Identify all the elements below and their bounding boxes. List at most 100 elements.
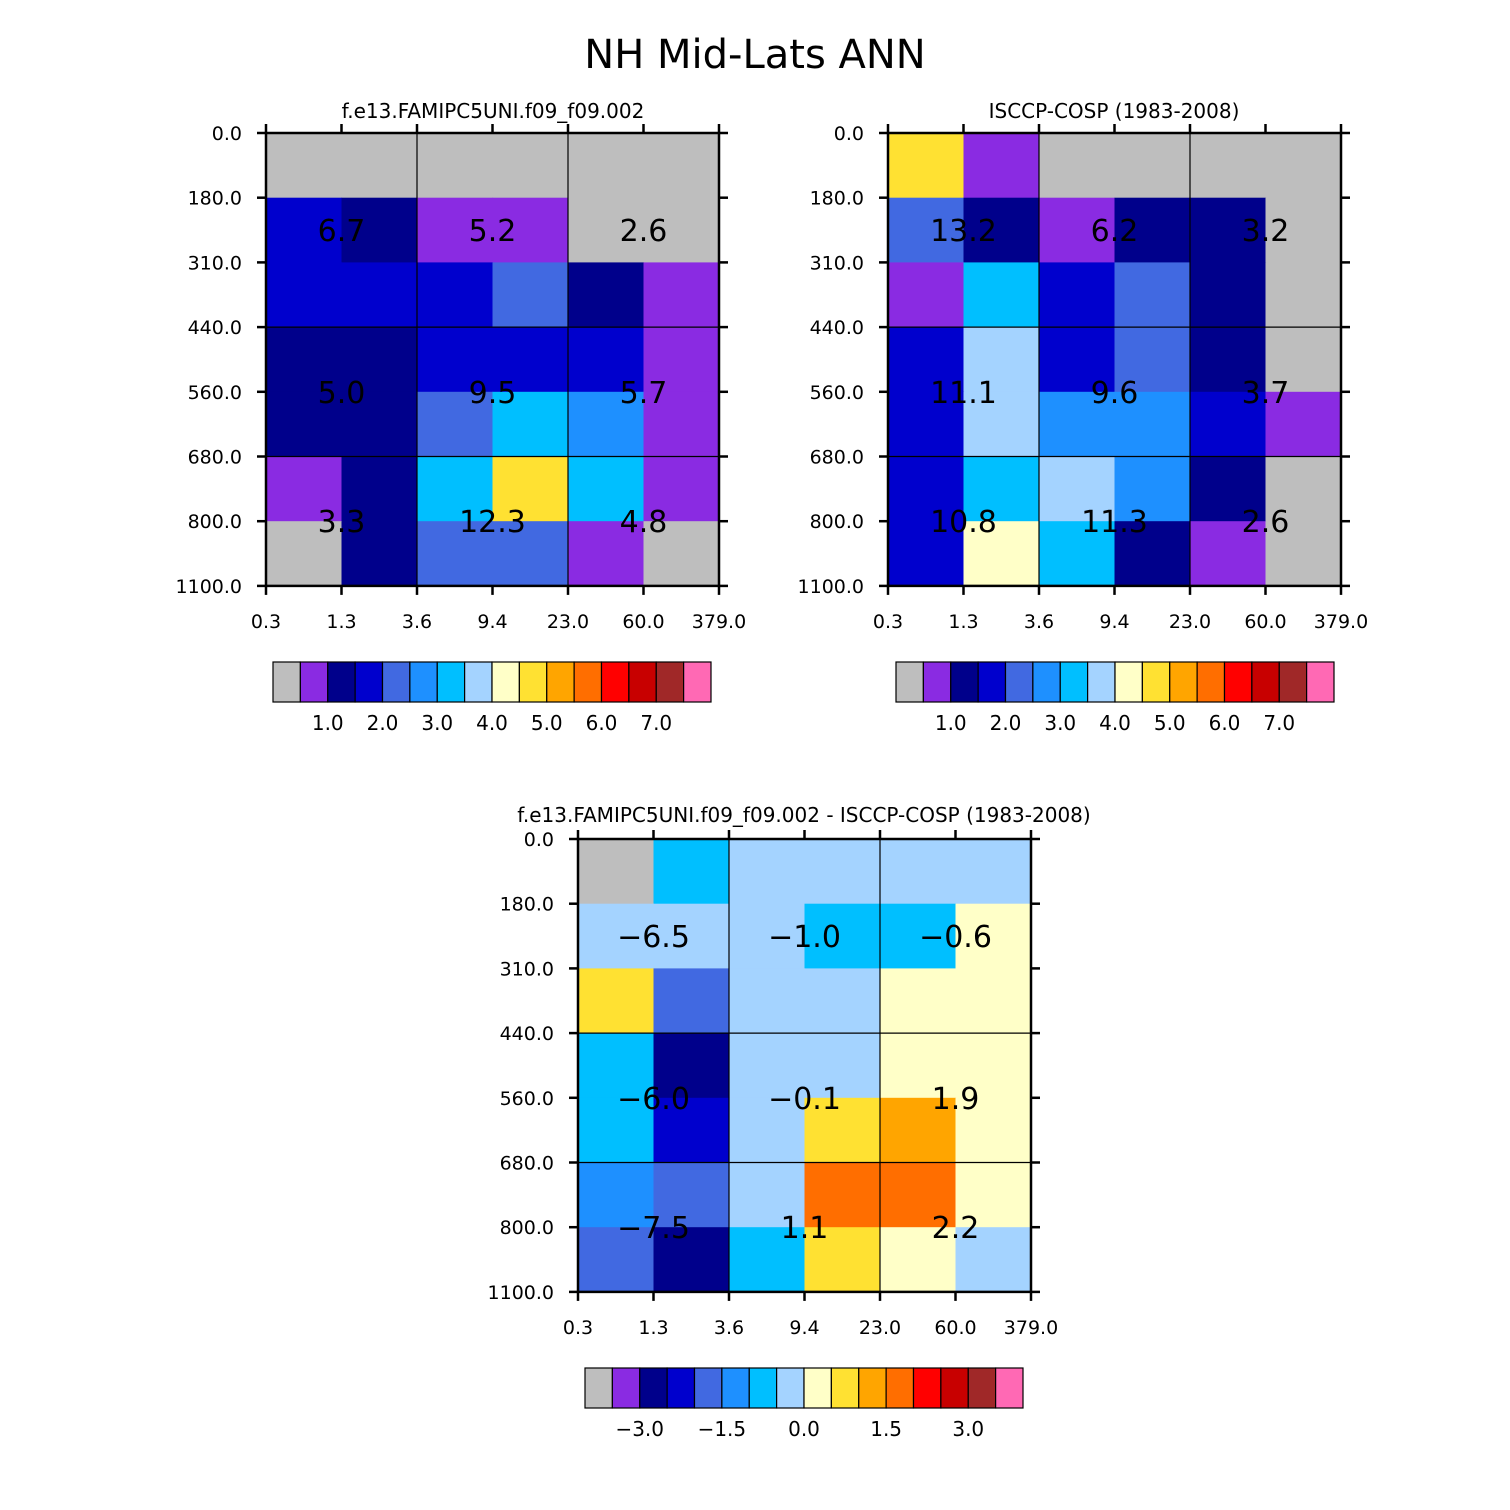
heatmap-cell xyxy=(804,1227,881,1293)
colorbar-swatch xyxy=(600,661,630,703)
cell-value-label: 2.6 xyxy=(1242,505,1290,540)
colorbar-swatch xyxy=(1306,661,1335,703)
colorbar-swatch xyxy=(895,661,924,703)
heatmap-cell xyxy=(1039,391,1116,458)
heatmap-cell xyxy=(1190,521,1267,587)
heatmap-cell xyxy=(888,262,965,328)
x-tick-label: 60.0 xyxy=(1244,611,1286,633)
colorbar-label: 4.0 xyxy=(1099,711,1131,735)
heatmap-cell xyxy=(492,197,569,263)
colorbar-swatch xyxy=(573,661,603,703)
colorbar-label: 7.0 xyxy=(1263,711,1295,735)
heatmap-cell xyxy=(568,197,645,263)
x-tick-label: 3.6 xyxy=(402,611,432,633)
x-tick-label: 1.3 xyxy=(326,611,356,633)
colorbar-swatch xyxy=(299,661,329,703)
cell-value-label: −0.1 xyxy=(768,1082,841,1117)
heatmap-cell xyxy=(804,1033,881,1099)
heatmap-cell xyxy=(1039,197,1116,263)
heatmap-cell xyxy=(643,456,720,522)
y-tick-label: 680.0 xyxy=(188,447,242,469)
cell-value-label: 1.9 xyxy=(932,1082,980,1117)
x-tick-label: 9.4 xyxy=(477,611,507,633)
y-tick-label: 560.0 xyxy=(188,382,242,404)
heatmap-cell xyxy=(417,262,494,328)
colorbar-swatch xyxy=(748,1367,778,1409)
heatmap-cell xyxy=(266,521,343,587)
heatmap-cell xyxy=(888,391,965,458)
x-tick-label: 60.0 xyxy=(622,611,664,633)
colorbar-swatch xyxy=(628,661,657,703)
colorbar-swatch xyxy=(409,661,438,703)
colorbar-swatch xyxy=(436,661,466,703)
colorbar-swatch xyxy=(1059,661,1089,703)
colorbar-swatch xyxy=(1196,661,1226,703)
colorbar-swatch xyxy=(1169,661,1198,703)
colorbar-swatch xyxy=(1141,661,1171,703)
x-tick-label: 3.6 xyxy=(714,1317,744,1339)
colorbar-swatch xyxy=(1087,661,1116,703)
colorbar-swatch xyxy=(639,1367,668,1409)
heatmap-cell xyxy=(492,262,569,328)
heatmap-cell xyxy=(341,133,418,199)
heatmap-cell xyxy=(653,839,730,905)
y-tick-label: 560.0 xyxy=(500,1088,554,1110)
colorbar-swatch xyxy=(354,661,384,703)
heatmap-cell xyxy=(417,197,494,263)
heatmap-cell xyxy=(417,456,494,522)
colorbar-label: 5.0 xyxy=(531,711,563,735)
heatmap-cell xyxy=(963,133,1040,199)
y-tick-label: 800.0 xyxy=(810,511,864,533)
heatmap-cell xyxy=(963,391,1040,458)
heatmap-cell xyxy=(1114,197,1191,263)
x-tick-label: 0.3 xyxy=(563,1317,593,1339)
heatmap-cell xyxy=(643,327,720,393)
panel-observations: ISCCP-COSP (1983-2008) 13.2 6.2 3.2 11.1 9.6… xyxy=(798,99,1369,735)
heatmap-cell xyxy=(888,456,965,522)
heatmap-cell xyxy=(1265,391,1342,458)
heatmap-cell xyxy=(643,391,720,458)
heatmap-cell xyxy=(880,839,957,905)
heatmap-cell xyxy=(643,262,720,328)
heatmap-cell xyxy=(804,903,881,969)
cell-value-label: −6.5 xyxy=(617,920,690,955)
heatmap-cell xyxy=(888,521,965,587)
heatmap-cell xyxy=(653,903,730,969)
heatmap-cell xyxy=(729,968,806,1034)
colorbar-label: 6.0 xyxy=(586,711,618,735)
heatmap-cell xyxy=(578,903,655,969)
heatmap-cell xyxy=(266,197,343,263)
colorbar-label: 2.0 xyxy=(367,711,399,735)
heatmap-cell xyxy=(1114,262,1191,328)
heatmap-cell xyxy=(729,1033,806,1099)
colorbar-swatch xyxy=(912,1367,942,1409)
heatmap-cell xyxy=(653,968,730,1034)
cell-value-label: 11.1 xyxy=(930,376,997,411)
heatmap-cell xyxy=(417,133,494,199)
x-tick-label: 1.3 xyxy=(638,1317,668,1339)
colorbar-label: 4.0 xyxy=(476,711,508,735)
heatmap-cell xyxy=(1190,197,1267,263)
heatmap-cell xyxy=(880,1162,957,1228)
colorbar-swatch xyxy=(546,661,575,703)
heatmap-cell xyxy=(729,1097,806,1164)
colorbar-swatch xyxy=(693,1367,723,1409)
heatmap-cell xyxy=(417,521,494,587)
colorbar-label: 3.0 xyxy=(1044,711,1076,735)
y-tick-label: 180.0 xyxy=(810,188,864,210)
heatmap-cell xyxy=(568,262,645,328)
heatmap-cell xyxy=(266,391,343,458)
colorbar-label: 1.0 xyxy=(935,711,967,735)
x-tick-label: 379.0 xyxy=(692,611,746,633)
colorbar-swatch xyxy=(830,1367,860,1409)
heatmap-cell xyxy=(653,1227,730,1293)
heatmap-cell xyxy=(1265,133,1342,199)
cell-value-label: −6.0 xyxy=(617,1082,690,1117)
heatmap-cell xyxy=(955,968,1032,1034)
cell-value-label: 4.8 xyxy=(620,505,668,540)
heatmap-cell xyxy=(1265,197,1342,263)
heatmap-cell xyxy=(492,327,569,393)
colorbar-swatch xyxy=(1004,661,1034,703)
cell-value-label: 3.7 xyxy=(1242,376,1290,411)
